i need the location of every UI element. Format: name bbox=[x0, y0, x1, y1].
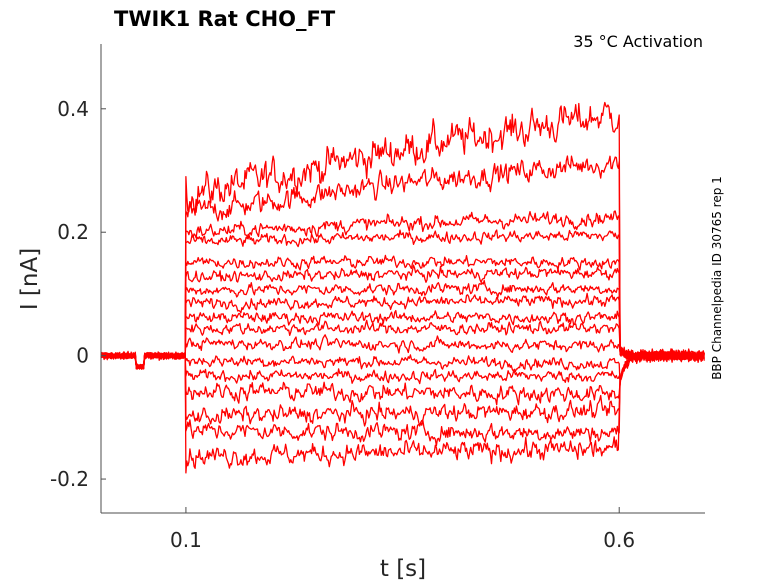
current-trace-2 bbox=[100, 155, 705, 370]
current-trace-8 bbox=[100, 292, 705, 368]
x-tick-label: 0.1 bbox=[170, 528, 202, 552]
x-tick-label: 0.6 bbox=[603, 528, 635, 552]
x-ticks: 0.1 0.6 bbox=[170, 507, 635, 552]
current-trace-10 bbox=[100, 319, 705, 370]
chart-subtitle: 35 °C Activation bbox=[573, 32, 703, 51]
y-ticks: -0.2 0 0.2 0.4 bbox=[50, 97, 106, 491]
current-trace-3 bbox=[100, 210, 705, 367]
current-trace-1 bbox=[100, 101, 705, 369]
current-trace-7 bbox=[100, 279, 705, 370]
current-trace-5 bbox=[100, 254, 705, 369]
channelpedia-id-note: BBP Channelpedia ID 30765 rep 1 bbox=[710, 176, 724, 380]
current-trace-11 bbox=[100, 334, 705, 370]
y-tick-label: 0.4 bbox=[57, 97, 89, 121]
y-tick-label: -0.2 bbox=[50, 467, 89, 491]
traces-group bbox=[100, 101, 705, 474]
current-trace-17 bbox=[100, 350, 705, 474]
current-trace-13 bbox=[100, 348, 705, 385]
chart-title: TWIK1 Rat CHO_FT bbox=[114, 7, 336, 31]
current-trace-15 bbox=[100, 350, 705, 427]
x-axis-label: t [s] bbox=[380, 556, 426, 582]
y-tick-label: 0.2 bbox=[57, 220, 89, 244]
current-trace-9 bbox=[100, 309, 705, 370]
current-trace-6 bbox=[100, 264, 705, 370]
current-trace-14 bbox=[100, 350, 705, 406]
current-trace-4 bbox=[101, 229, 705, 370]
current-trace-12 bbox=[100, 350, 705, 386]
y-tick-label: 0 bbox=[76, 344, 89, 368]
y-axis-label: I [nA] bbox=[17, 248, 43, 310]
current-trace-16 bbox=[100, 349, 705, 447]
